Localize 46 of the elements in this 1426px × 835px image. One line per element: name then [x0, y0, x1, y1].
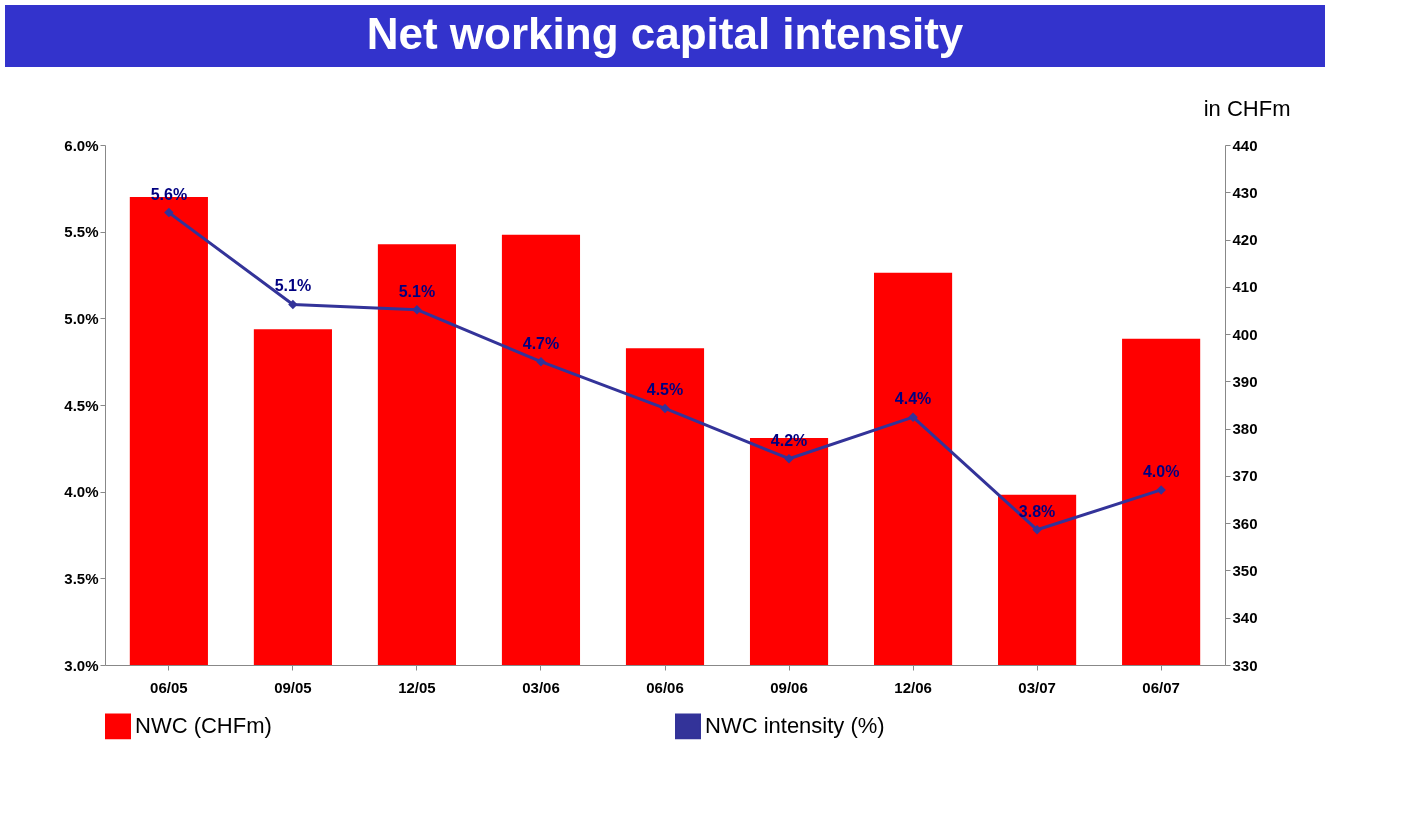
data-label: 5.1%	[398, 282, 436, 300]
y2-tick-label: 410	[1232, 278, 1258, 296]
y-tick-label: 3.0%	[64, 656, 99, 674]
x-tick-label: 09/06	[770, 678, 808, 696]
chart-title: Net working capital intensity	[366, 9, 964, 58]
point	[536, 356, 546, 367]
data-label: 4.5%	[646, 381, 684, 399]
y-tick-label: 5.0%	[64, 309, 99, 327]
y2-tick-label: 440	[1232, 136, 1258, 154]
x-tick-label: 12/05	[398, 678, 436, 696]
y2-tick-label: 390	[1232, 372, 1258, 390]
y2-tick-label: 420	[1232, 231, 1258, 249]
y2-tick-label: 380	[1232, 420, 1258, 438]
x-tick-label: 06/07	[1142, 678, 1180, 696]
legend-label: NWC intensity (%)	[705, 713, 885, 739]
data-label: 4.0%	[1142, 462, 1180, 480]
x-tick-label: 03/07	[1018, 678, 1056, 696]
point	[660, 403, 670, 414]
x-tick-label: 03/06	[522, 678, 560, 696]
point	[288, 299, 298, 310]
x-tick-label: 06/06	[646, 678, 684, 696]
x-tick-label: 09/05	[274, 678, 312, 696]
y2-tick-label: 400	[1232, 325, 1258, 343]
point	[164, 207, 174, 218]
y2-tick-label: 430	[1232, 183, 1258, 201]
y2-tick-label: 370	[1232, 467, 1258, 485]
data-label: 4.4%	[894, 390, 932, 408]
y2-tick-label: 340	[1232, 609, 1258, 627]
y2-tick-label: 350	[1232, 561, 1258, 579]
y-tick-label: 4.5%	[64, 396, 99, 414]
y-tick-label: 5.5%	[64, 223, 99, 241]
y2-tick-label: 360	[1232, 514, 1258, 532]
point	[1032, 525, 1042, 535]
legend-label: NWC (CHFm)	[135, 713, 272, 739]
x-tick-label: 12/06	[894, 678, 932, 696]
y-tick-label: 4.0%	[64, 483, 99, 501]
data-label: 3.8%	[1018, 502, 1056, 520]
y2-axis-title: in CHFm	[1203, 95, 1291, 121]
x-tick-label: 06/05	[150, 678, 188, 696]
y-tick-label: 6.0%	[64, 136, 99, 154]
point	[784, 453, 794, 464]
data-label: 5.1%	[274, 277, 312, 295]
y-tick-label: 3.5%	[64, 569, 99, 587]
data-label: 4.7%	[522, 334, 560, 352]
point	[412, 304, 422, 315]
y2-tick-label: 330	[1232, 656, 1258, 674]
